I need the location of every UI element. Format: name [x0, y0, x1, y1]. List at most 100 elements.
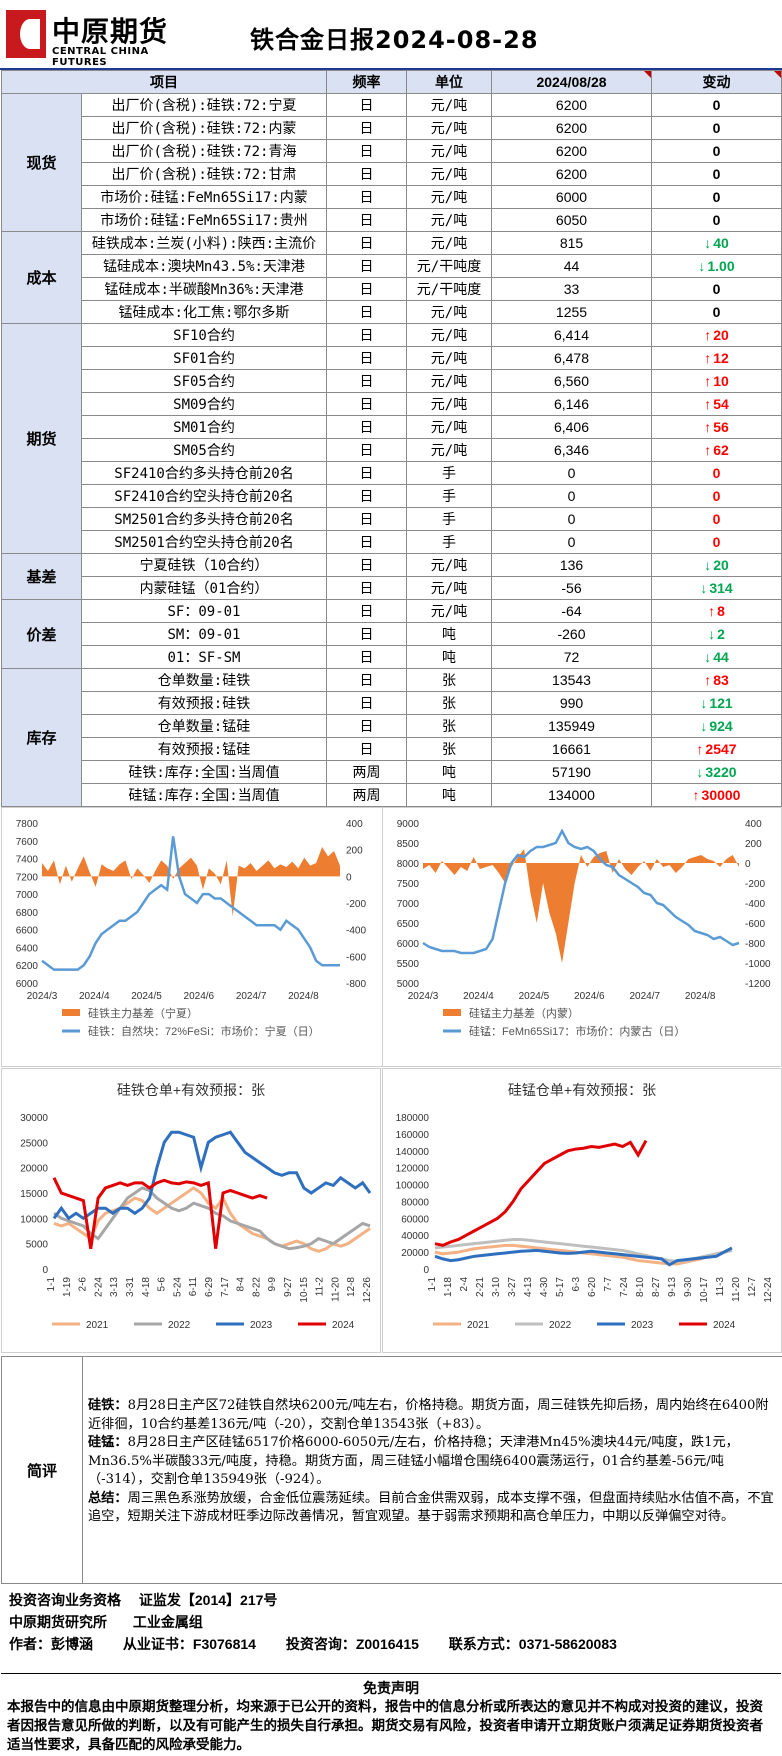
x-tick-label: 3-31 [125, 1277, 136, 1297]
unit-cell: 元/吨 [406, 93, 492, 117]
series-line-2023 [434, 1246, 733, 1267]
change-cell: ↓ 20 [651, 553, 782, 577]
freq-cell: 日 [326, 622, 407, 646]
x-tick-label: 2024/3 [408, 991, 439, 1002]
item-cell: SM2501合约多头持仓前20名 [81, 507, 327, 531]
y-right-tick-label: 0 [745, 859, 751, 870]
arrow-up-icon: ↑ [704, 327, 712, 343]
value-cell: 6050 [491, 208, 652, 232]
item-cell: SF10合约 [81, 323, 327, 347]
arrow-down-icon: ↓ [700, 718, 708, 734]
item-cell: 仓单数量:硅铁 [81, 668, 327, 692]
unit-cell: 手 [406, 461, 492, 485]
unit-cell: 元/吨 [406, 369, 492, 393]
chart-sm-warrant: 硅锰仓单+有效预报：张 180000 160000 140000 120000 10000… [396, 1082, 774, 1331]
freq-cell: 日 [326, 415, 407, 439]
x-tick-label: 8-10 [635, 1277, 646, 1297]
price-line-series [422, 828, 740, 955]
y-tick-label: 5000 [26, 1240, 49, 1251]
table-row: 市场价:硅锰:FeMn65Si17:内蒙日元/吨 6000 0 [2, 185, 782, 209]
freq-cell: 日 [326, 254, 407, 278]
col-header-date: 2024/08/28 [491, 70, 652, 94]
freq-cell: 日 [326, 323, 407, 347]
y-tick-label: 25000 [20, 1138, 48, 1149]
basis-area-series [423, 849, 739, 963]
table-row: SF05合约日元/吨 6,560 ↑ 10 [2, 369, 782, 393]
x-tick-label: 2024/7 [236, 991, 267, 1002]
freq-cell: 日 [326, 645, 407, 669]
unit-cell: 元/吨 [406, 323, 492, 347]
table-row: 硅铁:库存:全国:当周值 两周吨 57190 ↓ 3220 [2, 760, 782, 784]
value-cell: 1255 [491, 300, 652, 324]
y-right-tick-label: 200 [745, 839, 762, 850]
y-left-tick-label: 7400 [16, 855, 39, 866]
change-value: 924 [709, 718, 733, 734]
col-header-item: 项目 [1, 70, 327, 94]
value-cell: -64 [491, 599, 652, 623]
freq-cell: 日 [326, 438, 407, 462]
legend-label-2024: 2024 [332, 1320, 355, 1331]
y-right-tick-label: -600 [745, 919, 765, 930]
x-tick-label: 6-11 [188, 1277, 199, 1297]
change-value: 0 [712, 281, 721, 297]
x-tick-label: 9-30 [683, 1277, 694, 1297]
category-cell: 价差 [1, 599, 82, 669]
x-tick-label: 9-13 [667, 1277, 678, 1297]
change-cell: 0 [651, 116, 782, 140]
item-cell: 出厂价(含税):硅铁:72:甘肃 [81, 162, 327, 186]
change-cell: 0 [651, 300, 782, 324]
x-tick-label: 2024/8 [288, 991, 319, 1002]
change-value: 0 [712, 511, 721, 527]
change-value: 0 [712, 304, 721, 320]
change-value: 12 [713, 350, 729, 366]
cert-value: F3076814 [192, 1636, 256, 1652]
legend-label-2023: 2023 [250, 1320, 273, 1331]
table-row: 锰硅成本:半碳酸Mn36%:天津港日元/干吨度 33 0 [2, 277, 782, 301]
comment-sf-body: 8月28日主产区72硅铁自然块6200元/吨左右，价格持稳。期货方面，周三硅铁先… [88, 1398, 769, 1432]
value-cell: 16661 [491, 737, 652, 761]
arrow-up-icon: ↑ [704, 396, 712, 412]
x-tick-label: 2024/7 [629, 991, 660, 1002]
report-title: 铁合金日报2024-08-28 [250, 26, 539, 54]
y-left-tick-label: 6800 [16, 908, 39, 919]
change-value: 0 [712, 97, 721, 113]
col-header-freq: 频率 [326, 70, 407, 94]
comment-sf: 硅铁：8月28日主产区72硅铁自然块6200元/吨左右，价格持稳。期货方面，周三… [88, 1397, 774, 1434]
y-tick-label: 30000 [20, 1113, 48, 1124]
value-cell: 136 [491, 553, 652, 577]
y-right-tick-label: -400 [346, 926, 366, 937]
footer-contacts: 作者：彭博涵 从业证书：F3076814 投资咨询：Z0016415 联系方式：… [9, 1634, 617, 1654]
y-tick-label: 15000 [20, 1189, 48, 1200]
x-tick-label: 11-3 [715, 1277, 726, 1297]
item-cell: SF2410合约多头持仓前20名 [81, 461, 327, 485]
y-tick-label: 60000 [401, 1214, 429, 1225]
y-right-tick-label: -800 [745, 939, 765, 950]
chart-title: 硅锰仓单+有效预报：张 [508, 1082, 656, 1098]
y-right-tick-label: 400 [346, 819, 363, 830]
y-left-tick-label: 9000 [397, 819, 420, 830]
y-left-tick-label: 7800 [16, 819, 39, 830]
x-tick-label: 4-18 [141, 1277, 152, 1297]
series-line-2023 [52, 1130, 372, 1221]
table-row: 成本 硅铁成本:兰炭(小料):陕西:主流价日元/吨 815 ↓ 40 [1, 231, 782, 324]
y-left-tick-label: 7200 [16, 872, 39, 883]
unit-cell: 张 [406, 668, 492, 692]
arrow-up-icon: ↑ [696, 741, 704, 757]
change-cell: ↓ 44 [651, 645, 782, 669]
freq-cell: 两周 [326, 783, 407, 807]
x-tick-label: 6-20 [587, 1277, 598, 1297]
table-row: SF01合约日元/吨 6,478 ↑ 12 [2, 346, 782, 370]
arrow-down-icon: ↓ [696, 764, 704, 780]
chart-sf-warrant: 硅铁仓单+有效预报：张 30000 25000 20000 15000 10000 5000… [20, 1082, 373, 1331]
table-header-row: 项目 频率 单位 2024/08/28 变动 [1, 70, 782, 94]
value-cell: 6200 [491, 93, 652, 117]
y-tick-label: 20000 [401, 1248, 429, 1259]
change-value: 8 [717, 603, 725, 619]
qual-value: 证监发【2014】217号 [138, 1592, 278, 1608]
x-tick-label: 2-4 [459, 1277, 470, 1292]
disclaimer-body: 本报告中的信息由中原期货整理分析，均来源于已公开的资料，报告中的信息分析或所表达… [7, 1699, 763, 1753]
item-cell: 仓单数量:锰硅 [81, 714, 327, 738]
freq-cell: 两周 [326, 760, 407, 784]
freq-cell: 日 [326, 599, 407, 623]
series-line-2024 [52, 1177, 268, 1249]
